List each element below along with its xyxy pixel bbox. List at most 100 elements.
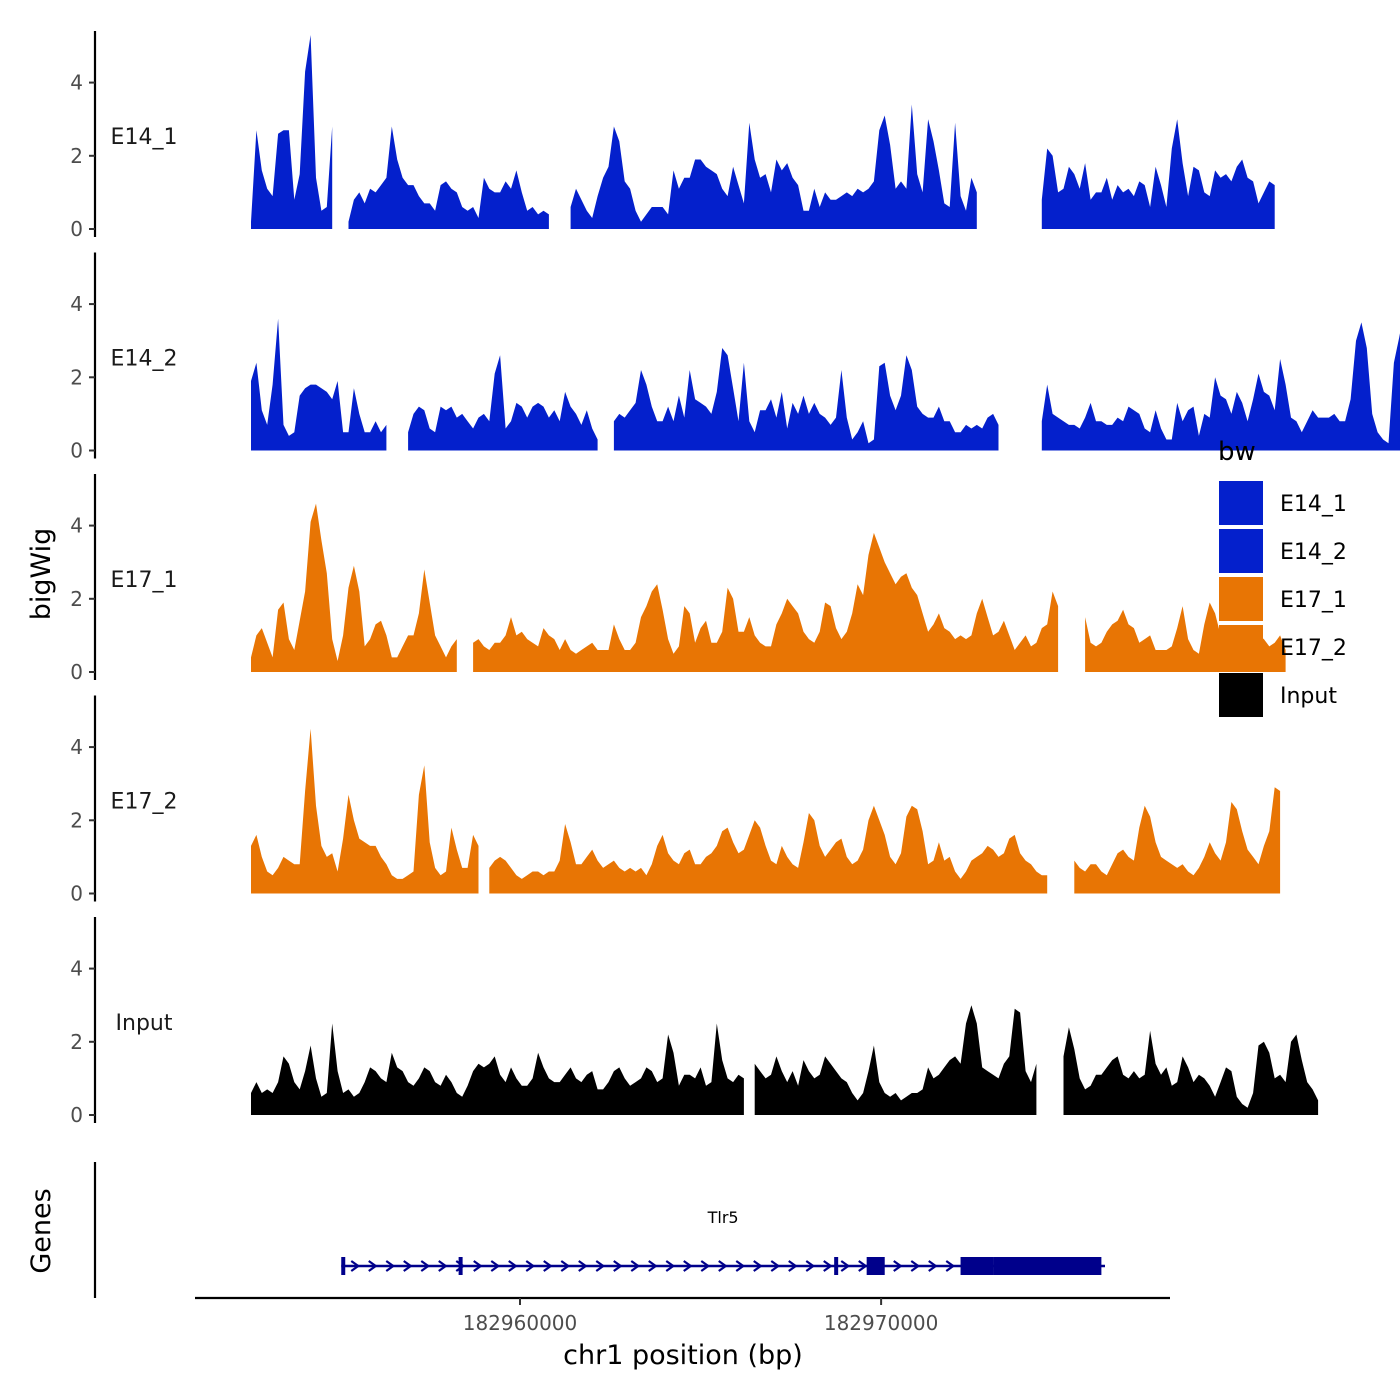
legend-item-e14-2: E14_2	[1219, 529, 1347, 573]
coverage-area	[473, 532, 1059, 672]
legend-label: E14_1	[1280, 492, 1347, 517]
strand-arrow	[490, 1260, 501, 1272]
legend: bw E14_1 E14_2 E17_1 E17_2 Input	[1218, 437, 1347, 717]
y-tick-label: 2	[70, 587, 83, 611]
strand-arrow	[595, 1260, 606, 1272]
strand-arrow	[543, 1260, 553, 1272]
y-axis-title: bigWig	[26, 528, 57, 621]
coverage-area	[251, 503, 457, 672]
legend-item-e17-2: E17_2	[1219, 625, 1347, 669]
coverage-area	[1041, 322, 1400, 451]
x-tick-label: 182960000	[463, 1311, 578, 1335]
strand-arrow	[718, 1260, 728, 1272]
y-tick-label: 4	[70, 514, 83, 538]
y-tick-label: 0	[70, 882, 83, 906]
strand-arrow	[508, 1260, 518, 1272]
exon	[834, 1257, 839, 1275]
strand-arrow	[350, 1260, 361, 1272]
coverage-tracks: 0 2 4 E14_1 0 2 4 E14_2 0 2 4 E17_1 0 2 4 E17_2 0 2 4 Input	[70, 31, 1400, 1127]
legend-label: E17_1	[1280, 588, 1347, 613]
coverage-area	[570, 104, 977, 229]
strand-arrow	[770, 1260, 781, 1272]
y-tick-label: 2	[70, 808, 83, 832]
exon	[993, 1257, 1102, 1275]
legend-item-e14-1: E14_1	[1219, 481, 1347, 525]
track-e14-2: 0 2 4 E14_2	[70, 252, 1400, 463]
gene-tlr5: Tlr5	[341, 1208, 1105, 1275]
strand-arrow	[578, 1260, 588, 1272]
track-label: E14_2	[111, 347, 178, 372]
y-tick-label: 0	[70, 439, 83, 463]
legend-swatch	[1219, 577, 1263, 621]
y-tick-label: 0	[70, 660, 83, 684]
gene-name-label: Tlr5	[707, 1208, 739, 1227]
strand-arrow	[735, 1260, 746, 1272]
track-e14-1: 0 2 4 E14_1	[70, 31, 1275, 241]
strand-arrow	[368, 1260, 378, 1272]
legend-item-input: Input	[1219, 673, 1337, 717]
exon	[341, 1257, 346, 1275]
strand-arrow	[700, 1260, 711, 1272]
legend-label: Input	[1280, 684, 1337, 709]
track-label: E14_1	[111, 125, 178, 150]
coverage-area	[489, 805, 1048, 894]
y-tick-label: 2	[70, 1030, 83, 1054]
gene-track-title: Genes	[26, 1188, 57, 1273]
coverage-area	[348, 126, 549, 229]
legend-swatch	[1219, 481, 1263, 525]
track-e17-1: 0 2 4 E17_1	[70, 474, 1286, 684]
exon	[960, 1257, 994, 1275]
strand-arrow	[438, 1260, 448, 1272]
coverage-area	[251, 35, 333, 229]
y-tick-label: 4	[70, 957, 83, 981]
strand-arrow	[385, 1260, 396, 1272]
strand-arrow	[473, 1260, 483, 1272]
track-label: E17_1	[111, 568, 178, 593]
x-axis: 182960000 182970000	[195, 1296, 1170, 1335]
legend-swatch	[1219, 529, 1263, 573]
strand-arrow	[613, 1260, 623, 1272]
strand-arrow	[683, 1260, 693, 1272]
coverage-area	[251, 1023, 744, 1115]
strand-arrow	[420, 1260, 431, 1272]
strand-arrow	[753, 1260, 763, 1272]
strand-arrow	[560, 1260, 571, 1272]
strand-arrow	[455, 1260, 466, 1272]
strand-arrow	[840, 1260, 851, 1272]
track-label: Input	[116, 1011, 173, 1036]
strand-arrow	[910, 1260, 921, 1272]
coverage-area	[1074, 787, 1281, 894]
coverage-area	[251, 728, 479, 894]
x-tick-label: 182970000	[824, 1311, 939, 1335]
legend-item-e17-1: E17_1	[1219, 577, 1347, 621]
strand-arrow	[648, 1260, 658, 1272]
coverage-area	[1063, 1027, 1319, 1115]
track-e17-2: 0 2 4 E17_2	[70, 695, 1281, 906]
coverage-area	[251, 318, 387, 451]
legend-title: bw	[1218, 437, 1256, 467]
gene-track: Tlr5	[93, 1162, 1105, 1298]
strand-arrow	[928, 1260, 938, 1272]
strand-arrow	[665, 1260, 676, 1272]
strand-arrow	[525, 1260, 536, 1272]
y-tick-label: 2	[70, 144, 83, 168]
coverage-area	[408, 355, 598, 451]
legend-label: E17_2	[1280, 636, 1347, 661]
strand-arrow	[823, 1260, 833, 1272]
legend-label: E14_2	[1280, 540, 1347, 565]
strand-arrow	[805, 1260, 816, 1272]
x-axis-title: chr1 position (bp)	[563, 1340, 803, 1371]
strand-arrow	[858, 1260, 868, 1272]
y-tick-label: 0	[70, 1103, 83, 1127]
y-tick-label: 4	[70, 735, 83, 759]
strand-arrow	[788, 1260, 798, 1272]
y-tick-label: 4	[70, 71, 83, 95]
y-tick-label: 2	[70, 365, 83, 389]
coverage-area	[1041, 119, 1275, 229]
exon	[458, 1257, 463, 1275]
strand-arrow	[630, 1260, 641, 1272]
track-input: 0 2 4 Input	[70, 917, 1319, 1127]
y-tick-label: 0	[70, 217, 83, 241]
coverage-area	[613, 348, 999, 451]
